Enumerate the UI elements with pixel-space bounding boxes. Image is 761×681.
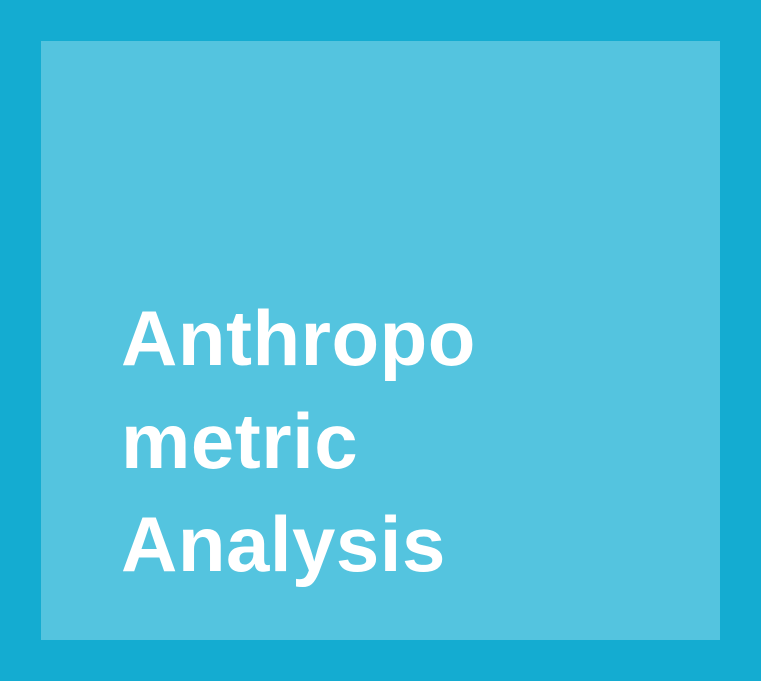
title-line-3: Analysis	[121, 500, 446, 588]
title-line-1: Anthropo	[121, 294, 476, 382]
title-panel: Anthropo metric Analysis	[41, 41, 720, 640]
title-line-2: metric	[121, 397, 359, 485]
tile-title: Anthropo metric Analysis	[121, 287, 476, 596]
